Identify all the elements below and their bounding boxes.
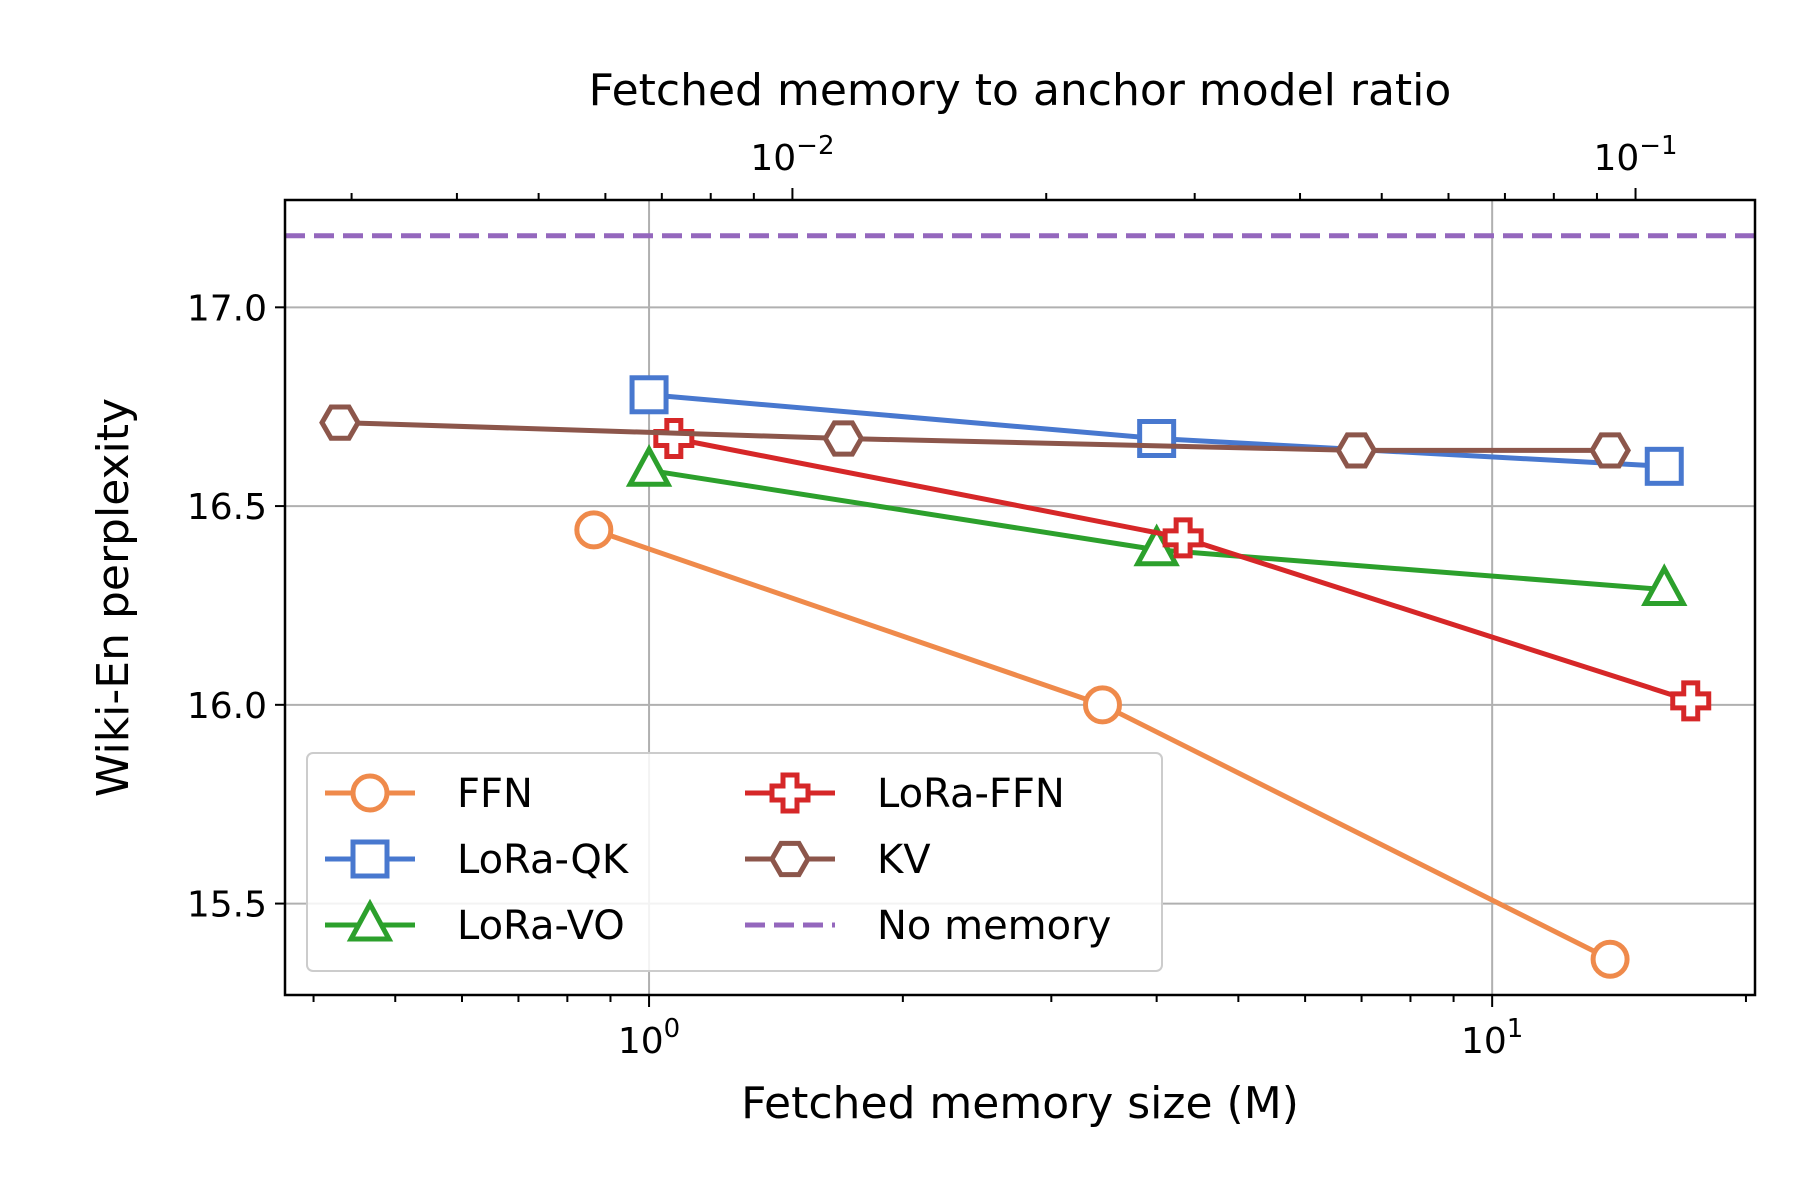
legend-label-lora-ffn: LoRa-FFN bbox=[877, 771, 1065, 817]
legend-marker-lora-vo bbox=[346, 898, 394, 942]
legend-box bbox=[306, 752, 1163, 972]
top-axis-label: Fetched memory to anchor model ratio bbox=[589, 65, 1452, 116]
legend-marker-ffn bbox=[350, 773, 390, 813]
top-tick-label-exponent: −2 bbox=[796, 131, 834, 161]
lora-vo-point bbox=[625, 444, 673, 487]
top-tick-label: 10−2 bbox=[750, 131, 834, 179]
top-tick-label: 10−1 bbox=[1593, 131, 1677, 179]
legend-item-kv: KV bbox=[745, 837, 931, 883]
lora-vo-point bbox=[1641, 563, 1688, 607]
lora-qk-point bbox=[1644, 446, 1684, 486]
top-tick-label-exponent: −1 bbox=[1639, 131, 1677, 161]
legend-item-lora-qk: LoRa-QK bbox=[325, 837, 630, 883]
x-tick-label: 100 bbox=[618, 1014, 680, 1062]
ffn-point bbox=[1590, 939, 1630, 979]
y-tick-label: 17.0 bbox=[187, 288, 267, 329]
y-axis-label: Wiki-En perplexity bbox=[88, 398, 139, 797]
y-tick-label: 16.5 bbox=[187, 487, 267, 528]
kv-point bbox=[319, 404, 361, 441]
plot-frame bbox=[283, 198, 1757, 997]
x-tick-label-exponent: 1 bbox=[1507, 1014, 1524, 1044]
lora-ffn-point bbox=[653, 418, 695, 459]
y-tick-label: 16.0 bbox=[187, 686, 267, 727]
top-tick-label-base: 10 bbox=[750, 138, 796, 179]
legend-label-no-memory: No memory bbox=[877, 903, 1111, 949]
x-tick-label-base: 10 bbox=[618, 1021, 664, 1062]
series-group bbox=[319, 375, 1712, 979]
legend-marker-lora-ffn bbox=[769, 772, 811, 814]
legend-marker-lora-qk bbox=[350, 839, 390, 879]
lora-qk-point bbox=[1137, 419, 1177, 458]
legend: FFN LoRa-QK LoRa-VO LoRa-FFN KV No memory bbox=[306, 752, 1163, 972]
legend-label-lora-vo: LoRa-VO bbox=[457, 903, 625, 949]
ffn-point bbox=[574, 510, 614, 550]
lora-qk-point bbox=[629, 375, 669, 415]
legend-item-lora-vo: LoRa-VO bbox=[325, 898, 625, 949]
lora-qk-series bbox=[629, 375, 1684, 486]
kv-point bbox=[822, 420, 865, 457]
x-tick-label-exponent: 0 bbox=[664, 1014, 681, 1044]
legend-item-no-memory: No memory bbox=[745, 903, 1111, 949]
lora-ffn-line bbox=[673, 436, 1692, 704]
kv-series bbox=[319, 404, 1631, 469]
ffn-point bbox=[1082, 685, 1122, 725]
legend-label-lora-qk: LoRa-QK bbox=[457, 837, 630, 883]
ffn-series bbox=[574, 510, 1630, 979]
x-tick-label: 101 bbox=[1461, 1014, 1523, 1062]
kv-point bbox=[1335, 432, 1378, 469]
legend-item-ffn: FFN bbox=[325, 771, 533, 817]
legend-label-kv: KV bbox=[877, 837, 931, 883]
legend-marker-kv bbox=[769, 840, 811, 878]
kv-point bbox=[1589, 432, 1631, 469]
x-tick-label-base: 10 bbox=[1461, 1021, 1507, 1062]
lora-ffn-point bbox=[1670, 680, 1712, 722]
lora-ffn-point bbox=[1162, 517, 1204, 559]
legend-label-ffn: FFN bbox=[457, 771, 533, 817]
y-tick-label: 15.5 bbox=[187, 885, 267, 926]
x-axis-label: Fetched memory size (M) bbox=[741, 1078, 1299, 1129]
lora-ffn-series bbox=[653, 418, 1712, 722]
kv-line bbox=[339, 420, 1611, 453]
lora-vo-series bbox=[625, 444, 1688, 607]
top-tick-label-base: 10 bbox=[1593, 138, 1639, 179]
legend-item-lora-ffn: LoRa-FFN bbox=[745, 771, 1065, 817]
